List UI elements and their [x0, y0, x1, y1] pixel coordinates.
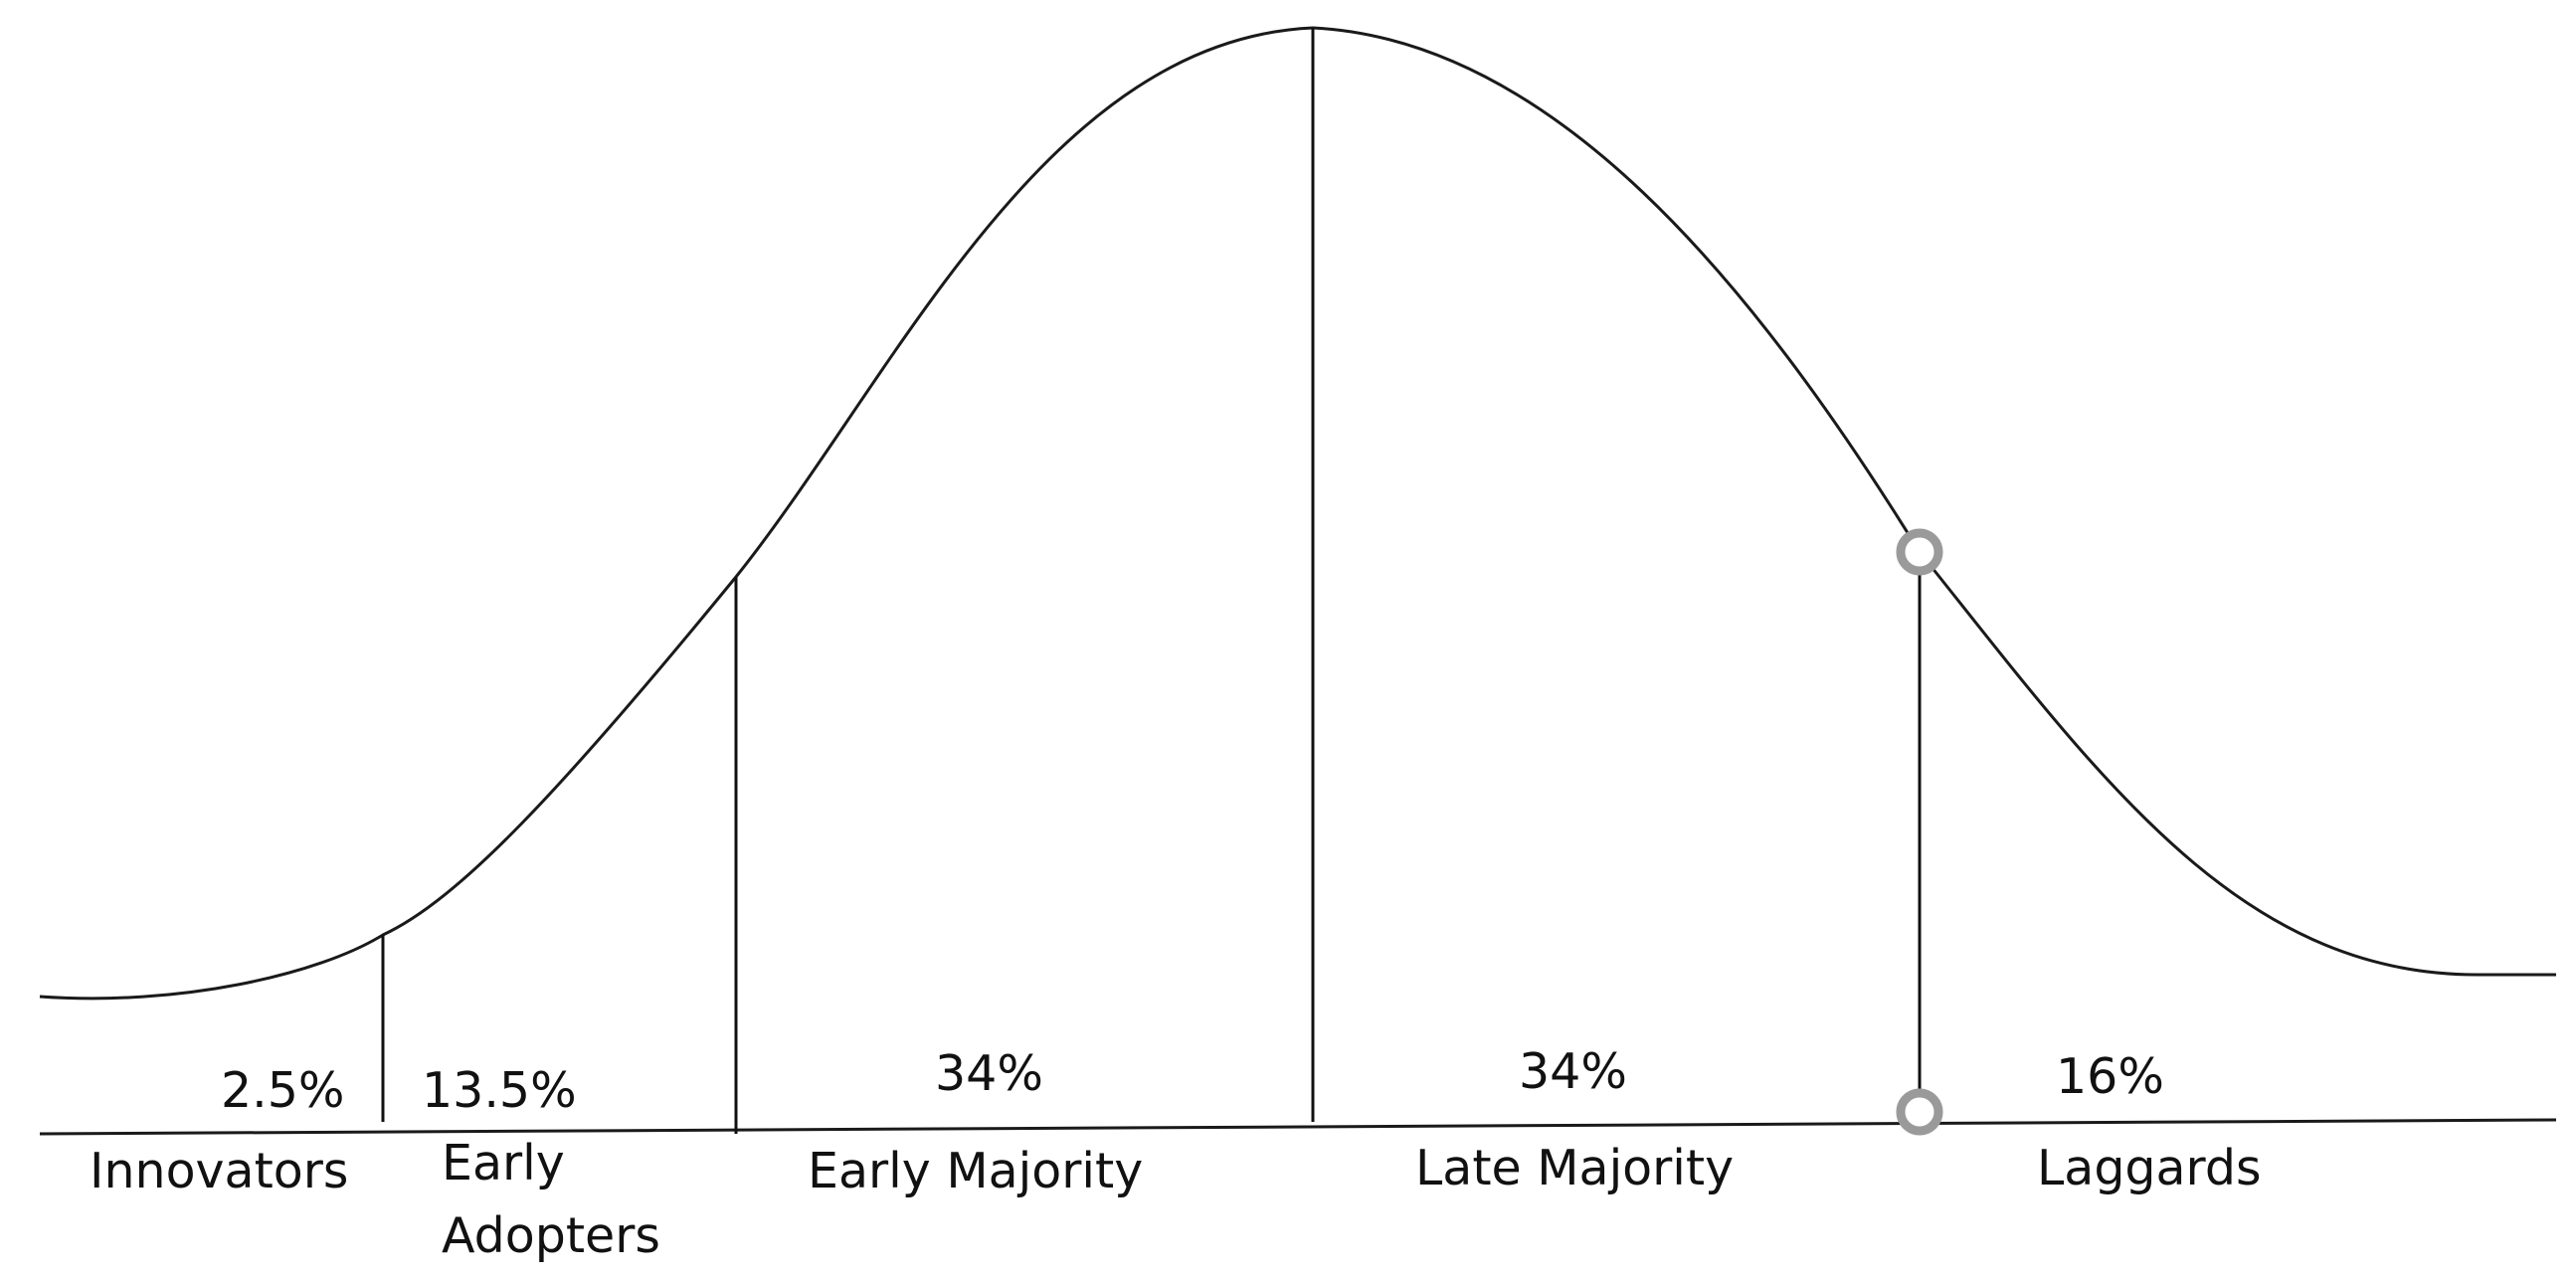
label-early-adopters-line2: Adopters: [442, 1207, 660, 1264]
curve-marker[interactable]: [1896, 528, 1943, 576]
label-late-majority: Late Majority: [1415, 1140, 1735, 1196]
percent-early-adopters: 13.5%: [422, 1062, 577, 1119]
percent-late-majority: 34%: [1519, 1043, 1627, 1100]
percent-laggards: 16%: [2056, 1048, 2164, 1105]
percent-early-majority: 34%: [935, 1045, 1043, 1102]
bell-curve: [39, 26, 2556, 1001]
label-innovators: Innovators: [90, 1143, 349, 1199]
percent-innovators: 2.5%: [221, 1062, 345, 1119]
label-early-adopters-line1: Early: [442, 1135, 565, 1191]
baseline-axis: [39, 1118, 2557, 1136]
baseline-marker[interactable]: [1896, 1088, 1943, 1136]
label-laggards: Laggards: [2037, 1140, 2262, 1196]
label-early-majority: Early Majority: [808, 1143, 1144, 1199]
